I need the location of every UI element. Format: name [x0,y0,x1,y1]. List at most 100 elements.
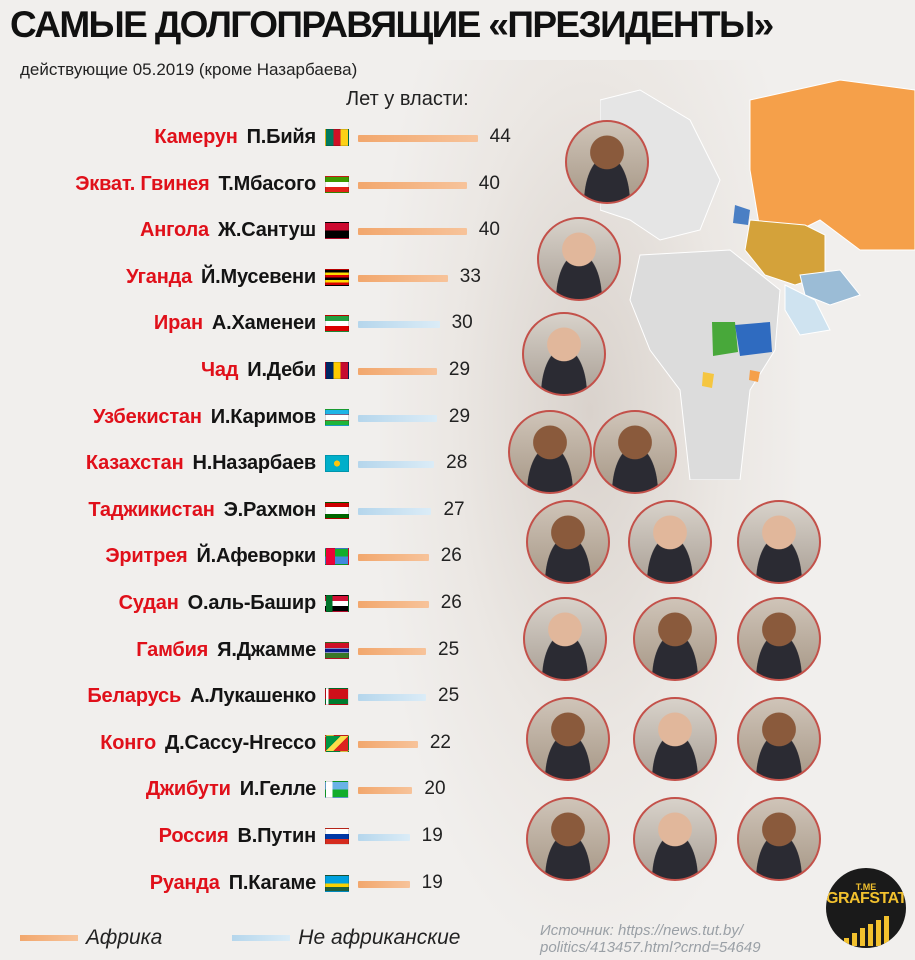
tajikistan-flag-icon [325,501,349,519]
row-label: Ангола Ж.Сантуш [140,216,349,244]
subtitle: действующие 05.2019 (кроме Назарбаева) [20,60,358,79]
years-header: Лет у власти: [346,88,469,110]
leader-label: И.Деби [247,358,316,381]
value-label: 40 [478,219,500,240]
bar-other [358,694,426,701]
value-label: 33 [459,266,481,287]
kazakhstan-flag-icon [325,454,349,472]
legend: Африка Не африканские [20,926,460,950]
bar-africa [358,648,426,655]
page-title: САМЫЕ ДОЛГОПРАВЯЩИЕ «ПРЕЗИДЕНТЫ» [10,4,774,45]
belarus-flag-icon [325,687,349,705]
bar-africa [358,601,429,608]
country-label: Гамбия [136,638,209,661]
row-label: Беларусь А.Лукашенко [87,682,349,710]
row-label: Узбекистан И.Каримов [93,403,349,431]
leader-label: О.аль-Башир [187,591,317,614]
djibouti-flag-icon [325,780,349,798]
row-label: Руанда П.Кагаме [150,869,349,897]
leader-portrait-icon [526,797,610,881]
value-label: 44 [489,126,511,147]
leader-portrait-icon [737,597,821,681]
leader-label: Й.Афеворки [196,544,316,567]
leader-portrait-icon [526,500,610,584]
country-label: Иран [153,311,203,334]
value-label: 26 [440,592,462,613]
leader-portrait-icon [593,410,677,494]
uzbekistan-flag-icon [325,408,349,426]
equatorial-guinea-flag-icon [325,175,349,193]
value-label: 19 [421,825,443,846]
country-label: Ангола [140,218,209,241]
leader-portrait-icon [628,500,712,584]
row-label: Иран А.Хаменеи [154,309,349,337]
legend-label-non-africa: Не африканские [298,926,461,949]
leader-label: Я.Джамме [217,638,316,661]
congo-flag-icon [325,734,349,752]
chad-flag-icon [325,361,349,379]
row-label: Конго Д.Сассу-Нгессо [100,729,349,757]
bar-africa [358,554,429,561]
country-label: Чад [200,358,239,381]
logo: T.ME GRAFSTAT [826,868,906,948]
leader-label: Н.Назарбаев [192,451,316,474]
row-label: Россия В.Путин [159,822,349,850]
bar-other [358,834,410,841]
leader-portrait-icon [737,697,821,781]
country-label: Руанда [149,871,220,894]
bar-other [358,415,437,422]
country-label: Экват. Гвинея [75,172,210,195]
bar-chart-logo-icon [844,916,889,946]
value-label: 20 [424,778,446,799]
bar-africa [358,741,418,748]
leader-label: А.Лукашенко [190,684,316,707]
country-label: Россия [158,824,229,847]
leader-portrait-icon [537,217,621,301]
leader-label: Й.Мусевени [201,265,316,288]
country-label: Эритрея [105,544,188,567]
row-label: Чад И.Деби [201,356,349,384]
row-label: Камерун П.Бийя [154,123,349,151]
country-label: Уганда [126,265,192,288]
leader-label: Э.Рахмон [223,498,317,521]
bar-other [358,321,440,328]
value-label: 29 [448,359,471,380]
row-label: Казахстан Н.Назарбаев [86,449,349,477]
leader-portrait-icon [737,500,821,584]
legend-label-africa: Африка [86,926,163,949]
leader-portrait-icon [565,120,649,204]
leader-label: А.Хаменеи [211,311,316,334]
value-label: 27 [443,499,465,520]
leader-label: И.Гелле [239,777,316,800]
value-label: 25 [438,639,460,660]
source-line-1: Источник: https://news.tut.by/ [540,922,744,939]
leader-portrait-icon [633,697,717,781]
leader-portrait-icon [523,597,607,681]
eritrea-flag-icon [325,547,349,565]
leader-label: И.Каримов [210,405,316,428]
logo-top-text: T.ME [855,882,877,892]
country-label: Камерун [154,125,238,148]
bar-other [358,508,432,515]
leader-label: Д.Сассу-Нгессо [165,731,316,754]
leader-label: Ж.Сантуш [217,218,316,241]
world-map-icon [600,79,915,480]
row-label: Гамбия Я.Джамме [136,636,349,664]
bar-other [358,461,435,468]
background-silhouette [380,60,800,940]
legend-swatch-non-africa [232,935,291,941]
bar-africa [358,275,448,282]
logo-text: GRAFSTAT [826,890,906,907]
leader-portrait-icon [633,597,717,681]
value-label: 25 [438,685,460,706]
value-label: 19 [421,872,443,893]
value-label: 30 [451,312,473,333]
bar-africa [358,787,413,794]
country-label: Узбекистан [92,405,202,428]
bar-africa [358,228,467,235]
bar-africa [358,182,467,189]
country-label: Беларусь [87,684,182,707]
leader-portrait-icon [522,312,606,396]
source-line-2: politics/413457.html?crnd=54649 [540,939,761,956]
uganda-flag-icon [325,268,349,286]
